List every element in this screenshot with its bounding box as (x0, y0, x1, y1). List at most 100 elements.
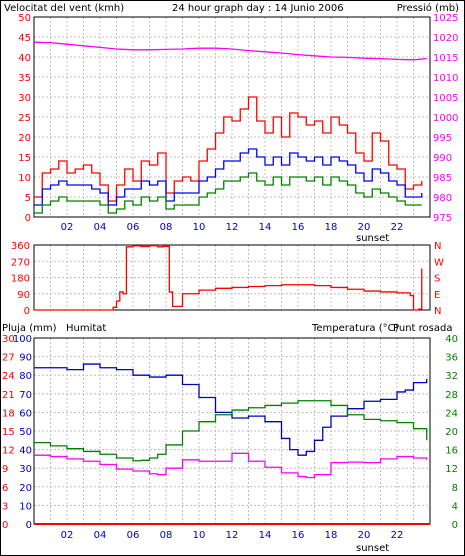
wind-axis-label: Velocitat del vent (kmh) (4, 3, 124, 14)
series-line-humidity (34, 363, 428, 456)
direction-tick-label: 360 (11, 241, 30, 252)
wind-tick-label: 45 (18, 33, 31, 44)
th-x-tick-label: 02 (61, 530, 74, 541)
wind-tick-label: 5 (25, 193, 31, 204)
wind-x-tick-label: 16 (292, 222, 305, 233)
direction-tick-label: 0 (24, 306, 30, 317)
pressure-tick-label: 985 (433, 173, 452, 184)
temperature-tick-label: 36 (445, 353, 458, 364)
rain-tick-label: 30 (2, 334, 15, 345)
wind-tick-label: 15 (18, 153, 31, 164)
th-x-tick-label: 22 (391, 530, 404, 541)
humidity-tick-label: 80 (19, 371, 32, 382)
wind-tick-label: 10 (18, 173, 31, 184)
pressure-tick-label: 980 (433, 193, 452, 204)
series-line-gust (34, 96, 423, 202)
series-line-dewpoint (34, 452, 428, 479)
humidity-tick-label: 30 (19, 464, 32, 475)
rain-tick-label: 18 (2, 408, 15, 419)
series-line-direction (34, 245, 423, 311)
temperature-tick-label: 16 (445, 446, 458, 457)
wind-x-tick-label: 20 (358, 222, 371, 233)
compass-label: N (434, 306, 441, 317)
direction-tick-label: 270 (11, 257, 30, 268)
series-line-temperature (34, 400, 428, 462)
rain-tick-label: 24 (2, 371, 15, 382)
wind-plot-area (33, 16, 431, 218)
direction-tick-label: 180 (11, 274, 30, 285)
wind-tick-label: 30 (18, 93, 31, 104)
wind-tick-label: 50 (18, 13, 31, 24)
rain-axis-label: Pluja (mm) (2, 323, 57, 334)
series-line-avg (34, 148, 423, 206)
temperature-tick-label: 28 (445, 390, 458, 401)
wind-tick-label: 20 (18, 133, 31, 144)
temperature-tick-label: 40 (445, 334, 458, 345)
humidity-tick-label: 100 (13, 334, 32, 345)
pressure-tick-label: 1005 (433, 93, 458, 104)
dewpoint-axis-label: Punt rosada (393, 323, 452, 334)
humidity-tick-label: 70 (19, 390, 32, 401)
wind-tick-label: 25 (18, 113, 31, 124)
rain-tick-label: 6 (2, 483, 8, 494)
temperature-tick-label: 0 (452, 520, 458, 531)
temperature-tick-label: 32 (445, 371, 458, 382)
humidity-tick-label: 60 (19, 408, 32, 419)
pressure-tick-label: 990 (433, 153, 452, 164)
wind-x-tick-label: 04 (94, 222, 107, 233)
series-line-min (34, 172, 422, 214)
compass-label: S (434, 274, 440, 285)
compass-label: W (434, 257, 444, 268)
wind-tick-label: 40 (18, 53, 31, 64)
humidity-tick-label: 0 (26, 520, 32, 531)
pressure-tick-label: 1025 (433, 13, 458, 24)
wind-x-tick-label: 10 (193, 222, 206, 233)
direction-tick-label: 90 (17, 290, 30, 301)
direction-plot-area (33, 244, 431, 311)
rain-tick-label: 3 (2, 501, 8, 512)
temperature-tick-label: 4 (452, 501, 458, 512)
th-x-tick-label: 14 (259, 530, 272, 541)
wind-tick-label: 0 (25, 213, 31, 224)
th-x-tick-label: 04 (94, 530, 107, 541)
rain-tick-label: 15 (2, 427, 15, 438)
th-x-tick-label: 18 (325, 530, 338, 541)
wind-x-tick-label: 02 (61, 222, 74, 233)
pressure-tick-label: 1015 (433, 53, 458, 64)
wind-x-tick-label: 08 (160, 222, 173, 233)
rain-tick-label: 12 (2, 446, 15, 457)
th-x-tick-label: 16 (292, 530, 305, 541)
wind-x-tick-label: 22 (391, 222, 404, 233)
pressure-tick-label: 995 (433, 133, 452, 144)
pressure-axis-label: Pressió (mb) (397, 2, 459, 14)
temperature-axis-label: Temperatura (°C) (311, 323, 399, 334)
compass-label: N (434, 241, 441, 252)
series-line-pressure (33, 41, 427, 61)
humidity-axis-label: Humitat (66, 323, 106, 334)
humidity-tick-label: 50 (19, 427, 32, 438)
humidity-tick-label: 20 (19, 483, 32, 494)
wind-x-tick-label: 14 (259, 222, 272, 233)
compass-label: E (434, 290, 440, 301)
pressure-tick-label: 1000 (433, 113, 458, 124)
humidity-tick-label: 40 (19, 446, 32, 457)
temperature-tick-label: 8 (452, 483, 458, 494)
rain-tick-label: 9 (2, 464, 8, 475)
rain-tick-label: 0 (2, 520, 8, 531)
temperature-tick-label: 24 (445, 408, 458, 419)
rain-tick-label: 21 (2, 390, 15, 401)
wind-x-tick-label: 12 (226, 222, 239, 233)
chart-title: 24 hour graph day : 14 Junio 2006 (172, 3, 344, 14)
th-x-tick-label: 20 (358, 530, 371, 541)
th-x-tick-label: 10 (193, 530, 206, 541)
wind-x-tick-label: 06 (127, 222, 140, 233)
humidity-tick-label: 90 (19, 353, 32, 364)
th-x-tick-label: 12 (226, 530, 239, 541)
temperature-tick-label: 20 (445, 427, 458, 438)
sunset-label-top: sunset (356, 233, 389, 244)
wind-tick-label: 35 (18, 73, 31, 84)
pressure-tick-label: 1010 (433, 73, 458, 84)
th-x-tick-label: 06 (127, 530, 140, 541)
rain-tick-label: 27 (2, 353, 15, 364)
